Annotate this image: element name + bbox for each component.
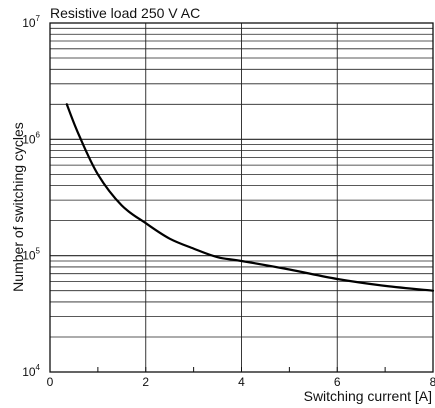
y-tick-base: 10 bbox=[22, 16, 36, 30]
y-tick-base: 10 bbox=[22, 132, 36, 146]
y-tick-exponent: 4 bbox=[36, 363, 41, 372]
x-tick-label: 6 bbox=[334, 375, 341, 389]
y-axis-label: Number of switching cycles bbox=[10, 122, 26, 292]
y-tick-base: 10 bbox=[22, 365, 36, 379]
x-tick-label: 8 bbox=[430, 375, 435, 389]
x-tick-label: 2 bbox=[142, 375, 149, 389]
x-tick-labels: 0 2 4 6 8 bbox=[47, 375, 435, 389]
series-line bbox=[65, 103, 435, 292]
y-tick-label: 107 bbox=[22, 14, 40, 30]
y-tick-base: 10 bbox=[22, 249, 36, 263]
series-group bbox=[65, 103, 435, 292]
y-tick-exponent: 5 bbox=[36, 247, 41, 256]
y-tick-label: 106 bbox=[22, 130, 40, 146]
chart-title: Resistive load 250 V AC bbox=[50, 5, 200, 21]
y-tick-exponent: 7 bbox=[36, 14, 41, 23]
y-tick-exponent: 6 bbox=[36, 130, 41, 139]
x-tick-label: 4 bbox=[238, 375, 245, 389]
y-tick-label: 104 bbox=[22, 363, 40, 379]
y-tick-label: 105 bbox=[22, 247, 40, 263]
grid bbox=[50, 23, 433, 372]
x-tick-label: 0 bbox=[47, 375, 54, 389]
x-axis-label: Switching current [A] bbox=[304, 388, 432, 404]
plot-frame bbox=[49, 22, 434, 373]
